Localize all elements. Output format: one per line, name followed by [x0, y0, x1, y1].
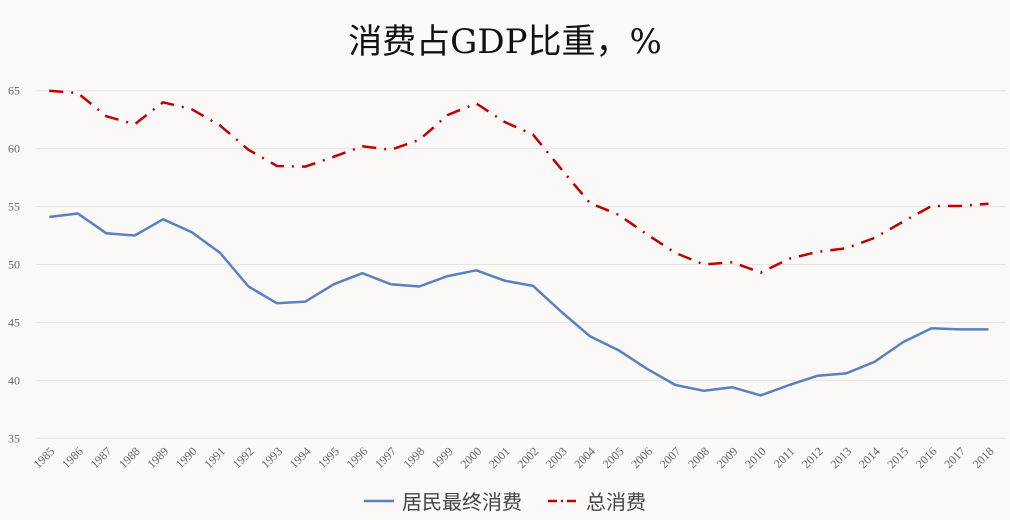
series-line-1: [49, 89, 989, 274]
x-tick-label: 1993: [258, 444, 285, 471]
x-tick-label: 2011: [771, 444, 798, 471]
x-tick-label: 2012: [799, 444, 826, 471]
x-tick-label: 2006: [628, 444, 655, 471]
y-tick-label: 65: [8, 84, 20, 98]
y-tick-label: 50: [8, 258, 20, 272]
x-tick-label: 2007: [657, 444, 684, 471]
y-tick-label: 60: [8, 142, 20, 156]
x-tick-label: 2018: [970, 444, 997, 471]
x-tick-label: 2001: [486, 444, 513, 471]
x-tick-label: 1995: [315, 444, 342, 471]
x-tick-label: 2002: [514, 444, 541, 471]
y-tick-label: 55: [8, 200, 20, 214]
x-tick-label: 1986: [59, 444, 86, 471]
x-tick-label: 2017: [941, 444, 968, 471]
legend-dashdot-line-icon: [548, 499, 578, 502]
x-tick-label: 2004: [571, 444, 598, 471]
x-tick-label: 2016: [913, 444, 940, 471]
y-tick-label: 35: [8, 431, 20, 445]
x-tick-label: 2009: [714, 444, 741, 471]
x-tick-label: 1990: [173, 444, 200, 471]
x-tick-label: 2003: [543, 444, 570, 471]
x-tick-label: 1994: [287, 444, 314, 471]
legend-item-total: 总消费: [548, 486, 646, 515]
x-tick-label: 2015: [884, 444, 911, 471]
x-tick-label: 1987: [87, 444, 114, 471]
x-tick-label: 1998: [401, 444, 428, 471]
x-tick-label: 2014: [856, 444, 883, 471]
x-tick-label: 2005: [600, 444, 627, 471]
x-tick-label: 1988: [116, 444, 143, 471]
y-tick-label: 40: [8, 373, 20, 387]
series-line-0: [49, 212, 989, 397]
legend-label: 居民最终消费: [402, 490, 522, 514]
x-tick-label: 1991: [201, 444, 228, 471]
x-tick-label: 2008: [685, 444, 712, 471]
x-tick-label: 1992: [230, 444, 257, 471]
x-tick-label: 2000: [457, 444, 484, 471]
y-tick-label: 45: [8, 315, 20, 329]
legend-solid-line-icon: [364, 499, 394, 502]
chart-title: 消费占GDP比重，%: [348, 22, 662, 62]
x-tick-label: 2010: [742, 444, 769, 471]
legend-item-household: 居民最终消费: [364, 486, 522, 515]
x-tick-label: 1997: [372, 444, 399, 471]
x-tick-label: 1989: [144, 444, 171, 471]
x-tick-label: 2013: [827, 444, 854, 471]
x-tick-label: 1985: [31, 444, 58, 471]
legend: 居民最终消费 总消费: [0, 486, 1010, 515]
legend-label: 总消费: [586, 490, 646, 514]
x-tick-label: 1999: [429, 444, 456, 471]
x-tick-label: 1996: [344, 444, 371, 471]
